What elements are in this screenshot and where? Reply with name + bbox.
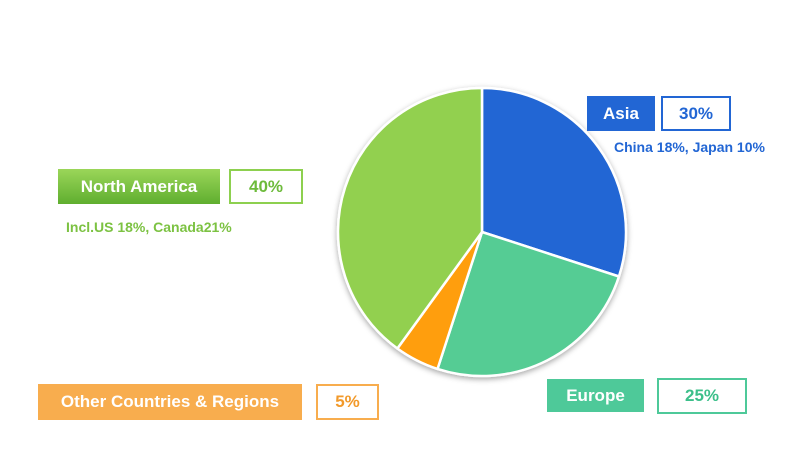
annotation-asia: China 18%, Japan 10% [614,139,765,155]
legend-label-north-america: North America [58,169,220,204]
annotation-north-america: Incl.US 18%, Canada21% [66,219,232,235]
pie-slice-europe [436,230,621,378]
pie-slice-north-america [336,86,484,350]
legend-label-asia: Asia [587,96,655,131]
value-box-other-countries: 5% [316,384,379,420]
legend-label-europe: Europe [547,379,644,412]
pie-slice-asia [480,86,628,278]
legend-label-other-countries: Other Countries & Regions [38,384,302,420]
value-box-north-america: 40% [229,169,303,204]
value-box-europe: 25% [657,378,747,414]
value-box-asia: 30% [661,96,731,131]
